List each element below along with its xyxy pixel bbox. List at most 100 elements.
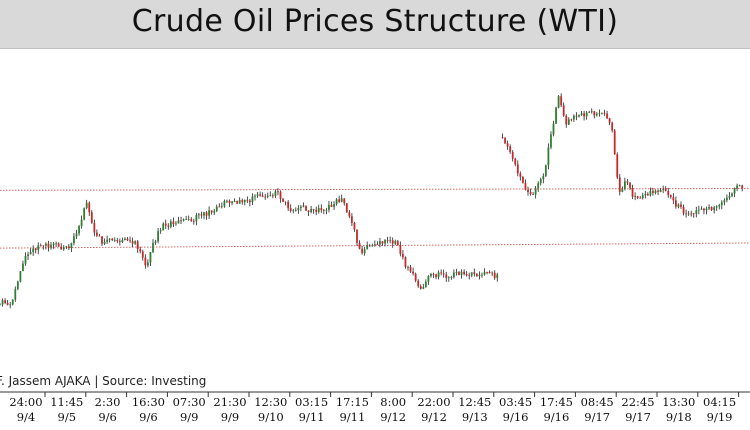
candle bbox=[537, 181, 540, 192]
candle bbox=[672, 193, 675, 205]
candle bbox=[723, 198, 726, 206]
candle bbox=[279, 190, 282, 203]
candle bbox=[315, 206, 318, 216]
candle bbox=[0, 303, 1, 306]
candle bbox=[330, 201, 333, 208]
x-tick-date: 9/12 bbox=[421, 410, 447, 424]
candle bbox=[407, 265, 409, 271]
candle bbox=[256, 191, 259, 198]
candle bbox=[475, 273, 478, 277]
x-tick-date: 9/18 bbox=[666, 410, 692, 424]
candle bbox=[78, 224, 80, 236]
candle bbox=[180, 216, 182, 224]
candle bbox=[305, 205, 307, 211]
candle bbox=[695, 206, 698, 218]
candle bbox=[593, 111, 596, 119]
candle bbox=[213, 208, 216, 216]
candle bbox=[259, 191, 261, 197]
candle bbox=[527, 186, 529, 196]
candle bbox=[175, 221, 177, 226]
candle bbox=[705, 206, 708, 215]
candle bbox=[289, 204, 292, 213]
candle bbox=[493, 270, 496, 280]
candle bbox=[391, 237, 394, 248]
candle bbox=[613, 128, 616, 155]
candle bbox=[358, 240, 361, 250]
candle bbox=[560, 93, 563, 108]
candle bbox=[310, 205, 312, 214]
candle bbox=[644, 190, 647, 199]
x-tick-time: 04:15 bbox=[703, 395, 736, 409]
candle bbox=[9, 302, 12, 309]
candle bbox=[736, 183, 738, 192]
candle bbox=[269, 191, 272, 197]
candle bbox=[690, 210, 693, 217]
candle bbox=[394, 239, 397, 245]
candle bbox=[465, 271, 468, 277]
candle bbox=[715, 205, 718, 211]
candle bbox=[187, 215, 190, 221]
candle bbox=[118, 238, 121, 246]
candle bbox=[524, 179, 527, 191]
candle bbox=[47, 240, 50, 252]
candle bbox=[682, 204, 685, 216]
candle bbox=[412, 267, 414, 276]
candle bbox=[149, 252, 152, 267]
candle bbox=[496, 272, 499, 282]
candle bbox=[300, 205, 302, 212]
candlesticks bbox=[0, 93, 744, 309]
candle bbox=[453, 269, 455, 279]
candle bbox=[376, 241, 379, 246]
candle bbox=[573, 114, 575, 122]
candle bbox=[402, 250, 404, 260]
candle bbox=[338, 195, 341, 203]
candle bbox=[422, 283, 425, 290]
x-tick-date: 9/17 bbox=[625, 410, 651, 424]
candle bbox=[567, 117, 570, 126]
candle bbox=[680, 201, 682, 209]
candle bbox=[424, 279, 427, 288]
candle bbox=[131, 237, 134, 248]
candle bbox=[241, 198, 244, 205]
x-tick-time: 17:45 bbox=[540, 395, 573, 409]
candle bbox=[384, 239, 386, 247]
candle bbox=[414, 272, 417, 283]
candle bbox=[389, 236, 392, 244]
candle bbox=[636, 195, 639, 200]
candle bbox=[116, 237, 119, 244]
x-tick-time: 16:30 bbox=[132, 395, 165, 409]
x-tick-time: 8:00 bbox=[380, 395, 406, 409]
candle bbox=[662, 185, 665, 194]
x-tick-time: 11:45 bbox=[50, 395, 83, 409]
candle bbox=[542, 173, 545, 184]
candle bbox=[264, 194, 267, 200]
candle bbox=[208, 206, 210, 219]
x-tick-date: 9/16 bbox=[543, 410, 569, 424]
candle bbox=[654, 189, 657, 195]
candle bbox=[504, 137, 506, 145]
candle bbox=[328, 200, 330, 213]
candle bbox=[243, 199, 246, 206]
candle bbox=[606, 110, 608, 119]
candle bbox=[419, 284, 422, 290]
candle bbox=[220, 202, 223, 209]
candle bbox=[738, 184, 741, 187]
candle bbox=[333, 201, 335, 210]
candle bbox=[6, 299, 9, 306]
x-tick-time: 21:30 bbox=[213, 395, 246, 409]
candle bbox=[297, 205, 300, 214]
candle bbox=[223, 199, 226, 208]
candle bbox=[539, 177, 542, 186]
x-tick-time: 2:30 bbox=[95, 395, 121, 409]
candle bbox=[320, 204, 323, 213]
candle bbox=[460, 269, 463, 279]
x-tick-date: 9/9 bbox=[221, 410, 240, 424]
candle bbox=[210, 210, 213, 215]
candle bbox=[322, 208, 325, 215]
candle bbox=[675, 196, 677, 209]
candle bbox=[65, 246, 68, 249]
candle bbox=[550, 131, 552, 150]
candle bbox=[562, 102, 565, 117]
x-tick-time: 13:30 bbox=[662, 395, 695, 409]
candle bbox=[152, 239, 154, 254]
